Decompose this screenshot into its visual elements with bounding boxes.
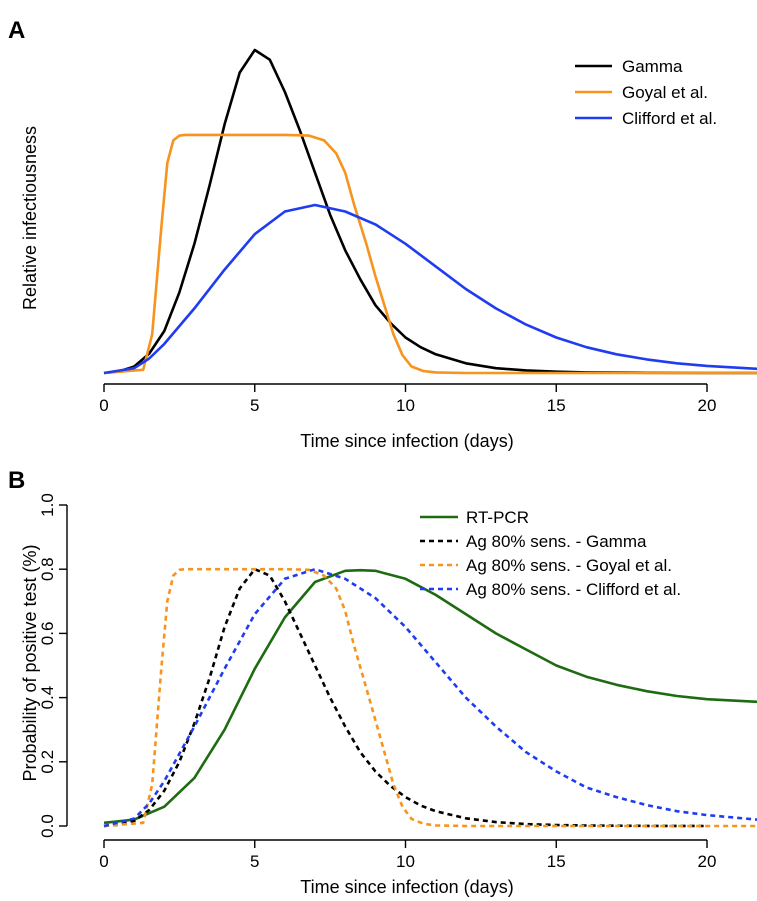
- x-tick-label: 5: [250, 852, 259, 871]
- legend-label-3: Ag 80% sens. - Clifford et al.: [466, 580, 681, 599]
- y-tick-label: 0.2: [38, 750, 57, 774]
- y-tick-label: 0.6: [38, 622, 57, 646]
- panel-a-label: A: [8, 17, 25, 44]
- series-line-1: [103, 133, 757, 375]
- x-tick-label: 10: [396, 396, 415, 415]
- panel-a-y-axis-title: Relative infectiousness: [20, 126, 40, 310]
- legend-label-0: RT-PCR: [466, 508, 529, 527]
- legend-label-2: Clifford et al.: [622, 109, 717, 128]
- panel-a: A Relative infectiousness Time since inf…: [8, 17, 757, 451]
- x-tick-label: 15: [547, 852, 566, 871]
- panel-a-x-axis-title: Time since infection (days): [300, 431, 513, 451]
- y-tick-label: 0.8: [38, 557, 57, 581]
- x-tick-label: 20: [698, 852, 717, 871]
- y-tick-label: 1.0: [38, 493, 57, 517]
- x-tick-label: 20: [698, 396, 717, 415]
- panel-b-label: B: [8, 467, 25, 494]
- panel-b-y-axis-title: Probability of positive test (%): [20, 544, 40, 781]
- panel-b-x-axis-title: Time since infection (days): [300, 877, 513, 897]
- legend-label-0: Gamma: [622, 57, 683, 76]
- series-line-0: [103, 568, 757, 825]
- panel-a-lines: [103, 48, 757, 375]
- y-tick-label: 0.4: [38, 686, 57, 710]
- legend-label-2: Ag 80% sens. - Goyal et al.: [466, 556, 672, 575]
- x-tick-label: 10: [396, 852, 415, 871]
- series-line-3: [103, 567, 757, 828]
- panel-b: B Probability of positive test (%) Time …: [8, 467, 757, 897]
- series-line-2: [103, 203, 757, 375]
- panel-a-legend: Gamma Goyal et al. Clifford et al.: [575, 57, 717, 128]
- panel-b-lines: [103, 567, 757, 828]
- series-line-2: [103, 567, 757, 828]
- y-tick-label: 0.0: [38, 814, 57, 838]
- x-tick-label: 0: [99, 852, 108, 871]
- x-tick-label: 5: [250, 396, 259, 415]
- legend-label-1: Goyal et al.: [622, 83, 708, 102]
- legend-label-1: Ag 80% sens. - Gamma: [466, 532, 647, 551]
- panel-b-axes: 0 5 10 15 20 0.0 0.2 0.4 0.6 0.8 1.0: [38, 493, 716, 871]
- series-line-1: [103, 567, 708, 828]
- panel-a-axes: 0 5 10 15 20: [99, 383, 717, 415]
- x-tick-label: 0: [99, 396, 108, 415]
- series-line-0: [103, 48, 757, 375]
- x-tick-label: 15: [547, 396, 566, 415]
- panel-b-legend: RT-PCR Ag 80% sens. - Gamma Ag 80% sens. -…: [420, 508, 681, 599]
